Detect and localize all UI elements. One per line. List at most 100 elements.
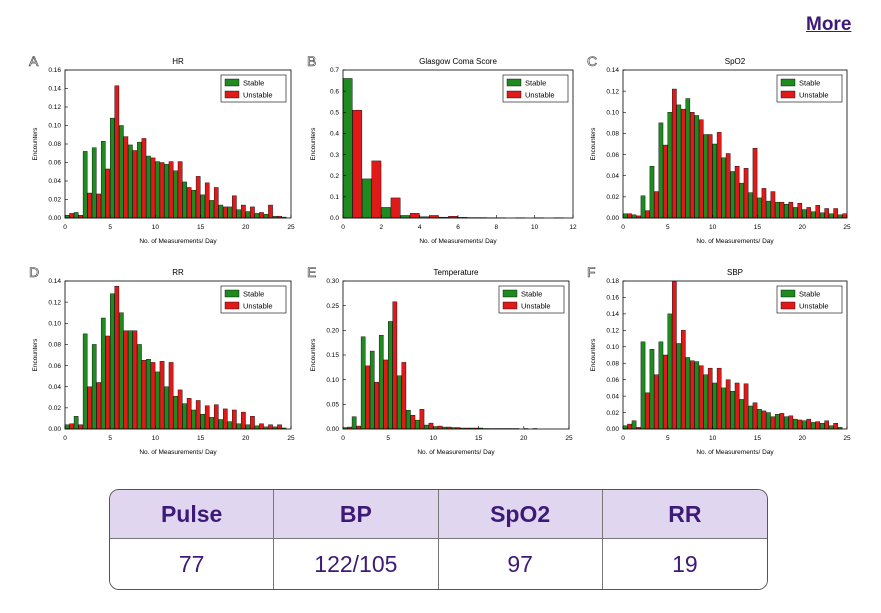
y-tick-label: 0.08 [48,342,61,349]
bar-unstable [725,153,731,219]
bar-stable [739,399,744,430]
bar-unstable [428,422,434,430]
bar-unstable [141,360,147,430]
y-axis-label: Encounters [32,338,39,372]
y-tick-label: 0.0 [330,215,339,222]
bar-stable [703,134,709,219]
plot-frame [64,280,292,430]
y-tick-label: 0.4 [330,131,339,138]
x-tick-label: 20 [799,224,807,231]
legend-swatch-stable [502,289,518,298]
bar-unstable [195,176,201,219]
bar-stable [775,201,780,219]
bar-unstable [204,405,210,430]
x-tick-label: 10 [709,224,717,231]
bar-unstable [663,144,668,219]
x-axis-label: No. of Measurements/ Day [139,449,217,456]
bar-unstable [186,187,192,219]
bar-unstable [806,418,812,430]
bar-stable [164,386,169,430]
bar-unstable [833,423,838,430]
bar-stable [209,200,215,219]
bar-unstable [213,404,219,430]
bar-unstable [159,361,165,430]
bar-unstable [401,362,407,430]
chart-C: 0 5 10 15 20 25 0.00 0.02 0.04 0.06 0.08 0.10 0.12 0.… [587,53,851,245]
bar-stable [649,165,655,219]
x-tick-label: 0 [341,224,345,231]
y-tick-label: 0.16 [48,67,61,74]
bar-unstable [627,423,632,430]
x-tick-label: 5 [666,435,670,442]
bar-stable [406,410,411,430]
y-tick-label: 0.14 [48,86,61,93]
bar-stable [227,206,233,219]
y-tick-label: 0.7 [330,67,339,74]
bar-stable [218,204,224,219]
bar-unstable [409,213,420,219]
y-tick-label: 0.02 [606,194,619,201]
more-link[interactable]: More [806,14,852,35]
legend-swatch-stable [224,78,240,87]
y-tick-label: 0.10 [606,344,619,351]
x-axis-label: No. of Measurements/ Day [696,449,774,456]
chart-E: 0 5 10 15 20 25 0.00 0.05 0.10 0.15 0.20 0.25 0.30 Te… [307,264,573,456]
bar-stable [351,416,357,430]
bar-stable [712,143,717,219]
y-tick-label: 0.00 [606,215,619,222]
bar-unstable [87,386,93,430]
bar-unstable [654,191,659,219]
bar-unstable [815,205,821,219]
legend-swatch-unstable [780,90,796,99]
bar-unstable [770,191,776,219]
bar-unstable [352,109,363,219]
bar-stable [209,417,215,430]
chart-A: 0 5 10 15 20 25 0.00 0.02 0.04 0.06 0.08 0.10 0.12 0.… [29,53,295,245]
vitals-value-spo2: 97 [438,538,603,589]
bar-stable [182,181,187,219]
bar-stable [694,115,700,219]
bar-unstable [437,425,443,430]
legend-swatch-stable [506,78,522,87]
bar-unstable [78,215,83,219]
y-tick-label: 0.02 [48,197,61,204]
bar-unstable [734,382,740,430]
y-tick-label: 0.12 [606,328,619,335]
bar-unstable [743,383,749,430]
x-tick-label: 10 [152,224,160,231]
chart-title: SpO2 [725,57,746,66]
bar-stable [631,420,637,430]
bar-stable [810,211,816,219]
bar-unstable [752,148,758,219]
legend-label-unstable: Unstable [799,91,829,100]
y-tick-label: 0.14 [606,67,619,74]
x-tick-label: 15 [754,435,762,442]
x-tick-label: 5 [108,435,112,442]
x-tick-label: 10 [430,435,438,442]
bar-stable [631,214,637,219]
x-tick-label: 20 [520,435,528,442]
panel-letter: B [307,53,316,69]
plot-frame [622,69,848,219]
legend-label-stable: Stable [243,290,264,299]
legend-label-unstable: Unstable [525,91,555,100]
bar-unstable [681,330,686,430]
bar-stable [109,117,115,219]
y-tick-label: 0.00 [48,215,61,222]
bar-stable [245,424,251,430]
y-tick-label: 0.3 [330,152,339,159]
bar-unstable [168,161,174,219]
bar-stable [397,375,402,430]
y-tick-label: 0.08 [606,131,619,138]
vitals-header-rr: RR [602,490,767,538]
bar-unstable [824,420,829,430]
y-tick-label: 0.10 [48,123,61,130]
x-axis-label: No. of Measurements/ Day [419,238,497,245]
bar-stable [100,141,106,219]
bar-stable [173,396,178,430]
x-tick-label: 15 [197,224,205,231]
bar-unstable [627,213,632,219]
bar-stable [739,182,744,219]
vitals-card: Pulse BP SpO2 RR 77 122/105 97 19 [109,489,768,590]
y-tick-label: 0.00 [326,426,339,433]
